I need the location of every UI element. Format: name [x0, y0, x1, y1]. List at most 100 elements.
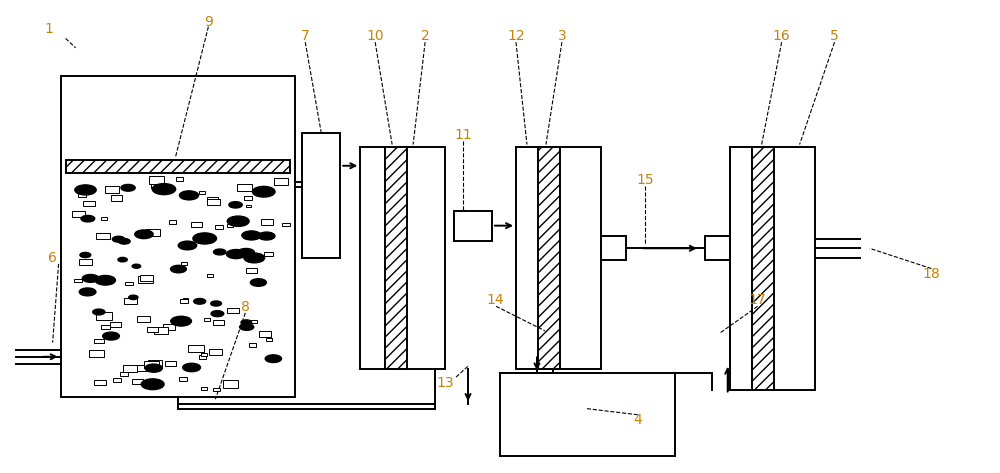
Bar: [199, 356, 206, 359]
Circle shape: [118, 238, 130, 244]
Circle shape: [145, 364, 162, 372]
Circle shape: [214, 249, 226, 255]
Bar: [201, 353, 207, 356]
Circle shape: [95, 275, 115, 285]
Circle shape: [132, 264, 141, 268]
Bar: [181, 263, 187, 265]
Bar: [282, 223, 290, 227]
Bar: [176, 177, 183, 181]
Bar: [144, 360, 159, 368]
Circle shape: [258, 232, 275, 240]
Bar: [207, 199, 220, 205]
Bar: [180, 299, 188, 303]
Bar: [124, 298, 137, 304]
Circle shape: [250, 279, 266, 286]
Bar: [147, 327, 158, 332]
Text: 9: 9: [204, 15, 213, 29]
Text: 13: 13: [436, 376, 454, 390]
Bar: [302, 133, 340, 258]
Circle shape: [227, 216, 249, 227]
Bar: [111, 195, 122, 201]
Bar: [454, 210, 492, 241]
Text: 15: 15: [636, 173, 654, 187]
Bar: [163, 324, 175, 330]
Text: 16: 16: [773, 29, 790, 43]
Bar: [136, 365, 149, 371]
Circle shape: [265, 355, 282, 362]
Bar: [601, 236, 626, 260]
Bar: [752, 147, 774, 390]
Bar: [105, 186, 119, 193]
Bar: [213, 320, 224, 325]
Circle shape: [211, 311, 224, 316]
Bar: [72, 211, 85, 217]
Bar: [140, 275, 153, 281]
Bar: [227, 307, 239, 313]
Circle shape: [152, 184, 176, 194]
Circle shape: [226, 250, 246, 259]
Bar: [244, 196, 252, 200]
Bar: [516, 147, 601, 368]
Bar: [154, 327, 168, 334]
Bar: [207, 274, 213, 277]
Circle shape: [211, 301, 221, 306]
Bar: [132, 379, 143, 384]
Bar: [83, 201, 95, 206]
Circle shape: [229, 201, 242, 208]
Circle shape: [193, 233, 216, 244]
Circle shape: [240, 324, 254, 330]
Bar: [149, 176, 164, 184]
Bar: [110, 322, 121, 327]
Bar: [165, 361, 176, 366]
Circle shape: [171, 265, 186, 273]
Text: 17: 17: [749, 293, 766, 307]
Text: 4: 4: [633, 413, 642, 428]
Text: 3: 3: [558, 29, 566, 43]
Bar: [169, 220, 176, 224]
Text: 10: 10: [366, 29, 384, 43]
Circle shape: [179, 191, 199, 200]
Bar: [274, 178, 288, 185]
Bar: [96, 233, 110, 239]
Circle shape: [75, 185, 96, 195]
Bar: [74, 279, 82, 282]
Text: 18: 18: [923, 267, 940, 281]
Circle shape: [171, 316, 191, 326]
Bar: [89, 350, 104, 358]
Text: 14: 14: [486, 293, 504, 307]
Bar: [94, 380, 106, 385]
Bar: [179, 377, 187, 381]
Text: 2: 2: [421, 29, 429, 43]
Bar: [96, 313, 112, 320]
Bar: [199, 192, 205, 194]
Circle shape: [112, 236, 125, 242]
Text: 6: 6: [48, 251, 57, 265]
Bar: [385, 147, 407, 368]
Text: 1: 1: [44, 22, 53, 36]
Bar: [123, 365, 137, 372]
Circle shape: [93, 309, 105, 315]
Bar: [137, 316, 150, 323]
Circle shape: [79, 288, 96, 296]
Text: 5: 5: [830, 29, 839, 43]
Bar: [705, 236, 730, 260]
Circle shape: [81, 215, 95, 222]
Circle shape: [194, 298, 206, 304]
Bar: [246, 205, 251, 208]
Text: 12: 12: [507, 29, 525, 43]
Bar: [227, 224, 233, 227]
Bar: [223, 380, 238, 388]
Bar: [188, 345, 204, 352]
Circle shape: [103, 332, 119, 340]
Bar: [209, 349, 222, 355]
Bar: [730, 147, 815, 390]
Bar: [61, 76, 295, 397]
Bar: [154, 188, 160, 191]
Bar: [146, 229, 160, 236]
Circle shape: [121, 184, 135, 191]
Circle shape: [241, 320, 252, 325]
Text: 11: 11: [454, 128, 472, 142]
Bar: [360, 147, 445, 368]
Circle shape: [129, 295, 138, 299]
Circle shape: [242, 231, 261, 240]
